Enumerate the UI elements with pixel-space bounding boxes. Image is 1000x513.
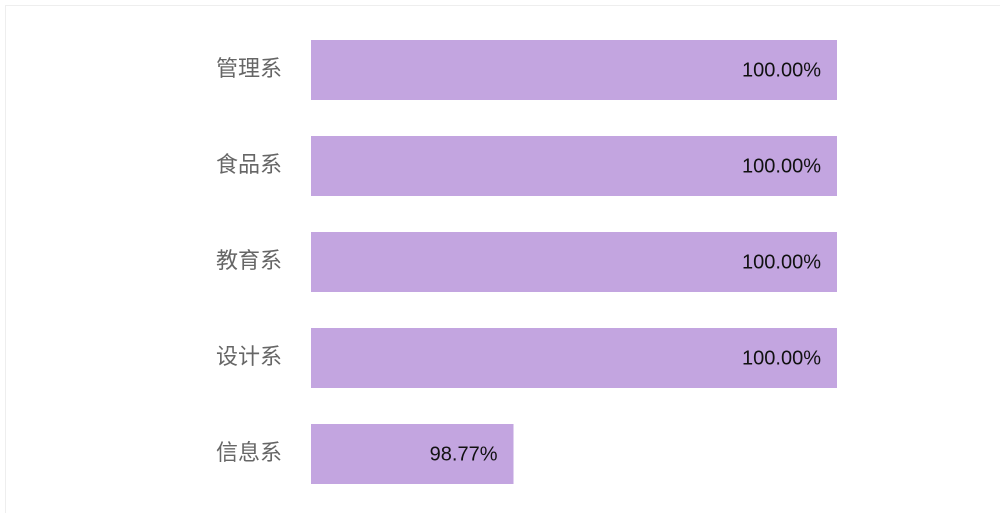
- bar: [311, 232, 837, 292]
- category-label: 食品系: [216, 153, 282, 178]
- bar: [311, 328, 837, 388]
- value-label: 100.00%: [742, 155, 821, 177]
- category-label: 设计系: [216, 345, 282, 370]
- category-label: 教育系: [216, 249, 282, 274]
- category-label: 信息系: [216, 441, 282, 466]
- value-label: 100.00%: [742, 59, 821, 81]
- value-label: 98.77%: [430, 443, 498, 465]
- frame: [5, 5, 1000, 513]
- value-label: 100.00%: [742, 347, 821, 369]
- bar: [311, 136, 837, 196]
- value-label: 100.00%: [742, 251, 821, 273]
- category-label: 管理系: [216, 57, 282, 82]
- bar: [311, 40, 837, 100]
- bar: [311, 424, 514, 484]
